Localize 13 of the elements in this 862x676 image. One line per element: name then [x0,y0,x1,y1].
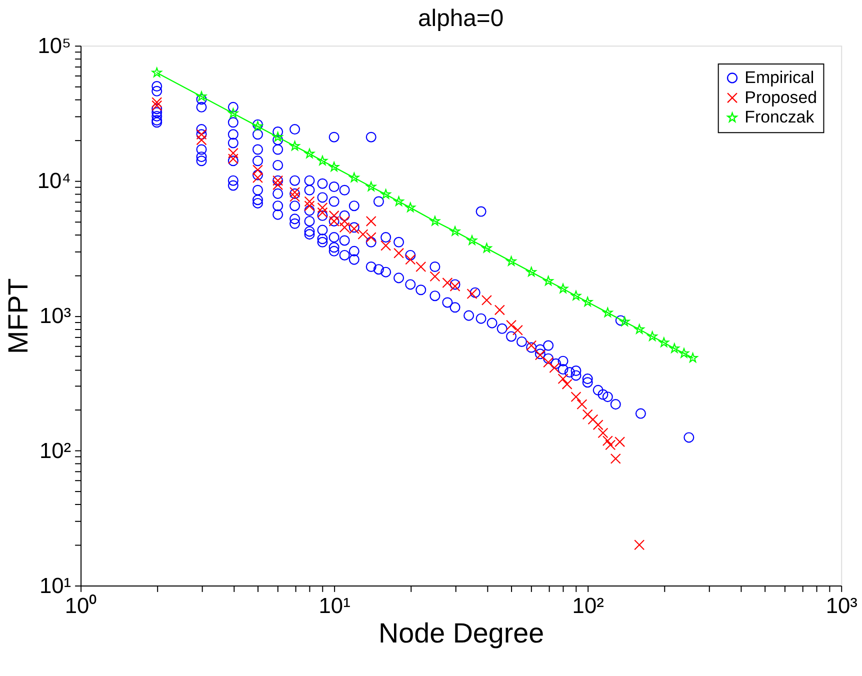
legend-label: Empirical [744,68,814,87]
x-tick-label: 10¹ [318,592,350,618]
chart-title: alpha=0 [418,4,504,32]
x-tick-label: 10² [572,592,604,618]
x-axis-title: Node Degree [378,618,544,649]
x-tick-label: 10³ [826,592,858,618]
y-tick-label: 10² [39,438,72,463]
y-tick-label: 10⁵ [38,33,72,58]
legend-label: Fronczak [744,108,815,127]
legend-label: Proposed [744,88,817,107]
y-tick-label: 10⁴ [37,168,72,194]
y-tick-label: 10³ [39,303,72,328]
y-axis-title: MFPT [2,278,34,354]
